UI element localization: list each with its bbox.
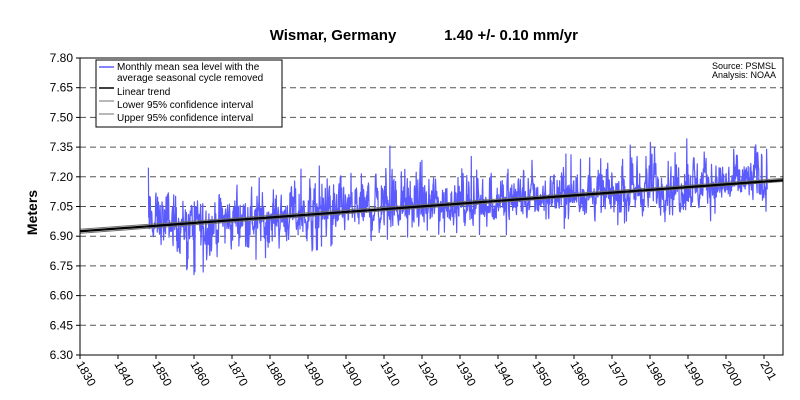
x-tick-label: 1910: [377, 359, 403, 389]
x-tick-label: 1970: [605, 359, 631, 389]
x-tick-label: 1950: [529, 359, 555, 389]
y-tick-label: 7.50: [50, 110, 74, 124]
y-tick-label: 7.05: [50, 200, 74, 214]
x-tick-label: 1990: [681, 359, 707, 389]
legend-label: Linear trend: [117, 87, 170, 98]
legend-label: Monthly mean sea level with the: [117, 62, 260, 73]
analysis-label: Analysis: NOAA: [712, 70, 776, 80]
y-tick-label: 7.65: [50, 81, 74, 95]
y-axis: 6.30 6.45 6.60 6.75 6.90 7.05 7.20 7.35 7.50 7.65…: [50, 51, 80, 362]
source-label: Source: PSMSL: [712, 61, 776, 71]
y-tick-label: 6.30: [50, 348, 74, 362]
linear-trend-line: [79, 179, 784, 233]
x-tick-label: 1890: [301, 359, 327, 389]
x-tick-label: 2000: [719, 359, 745, 389]
y-axis-label: Meters: [24, 190, 40, 235]
series-layer: [79, 138, 784, 276]
y-tick-label: 6.90: [50, 229, 74, 243]
y-tick-label: 6.45: [50, 318, 74, 332]
chart-subtitle: 1.40 +/- 0.10 mm/yr: [444, 27, 578, 44]
x-axis: 1830 1840 1850 1860 1870 1880 1890 1900 1910 1920…: [73, 355, 780, 389]
x-tick-label: 1850: [149, 359, 175, 389]
x-tick-label: 1980: [643, 359, 669, 389]
x-tick-label: 1900: [339, 359, 365, 389]
x-tick-label: 1940: [491, 359, 517, 389]
x-tick-label: 1840: [111, 359, 137, 389]
x-tick-label: 201: [757, 359, 779, 384]
x-tick-label: 1880: [263, 359, 289, 389]
x-tick-label: 1960: [567, 359, 593, 389]
sea-level-series: [147, 138, 768, 276]
y-tick-label: 7.20: [50, 170, 74, 184]
lower-confidence-line: [79, 181, 784, 234]
legend-label: Lower 95% confidence interval: [117, 100, 253, 111]
legend-label: Upper 95% confidence interval: [117, 113, 253, 124]
y-tick-label: 7.80: [50, 51, 74, 65]
x-tick-label: 1830: [73, 359, 99, 389]
y-tick-label: 6.60: [50, 289, 74, 303]
legend-box: [95, 59, 283, 128]
chart-title: Wismar, Germany: [270, 27, 397, 44]
x-tick-label: 1920: [415, 359, 441, 389]
y-tick-label: 7.35: [50, 140, 74, 154]
x-tick-label: 1860: [187, 359, 213, 389]
upper-confidence-line: [79, 177, 784, 230]
legend-label: average seasonal cycle removed: [117, 73, 263, 84]
y-tick-label: 6.75: [50, 259, 74, 273]
x-tick-label: 1870: [225, 359, 251, 389]
x-tick-label: 1930: [453, 359, 479, 389]
